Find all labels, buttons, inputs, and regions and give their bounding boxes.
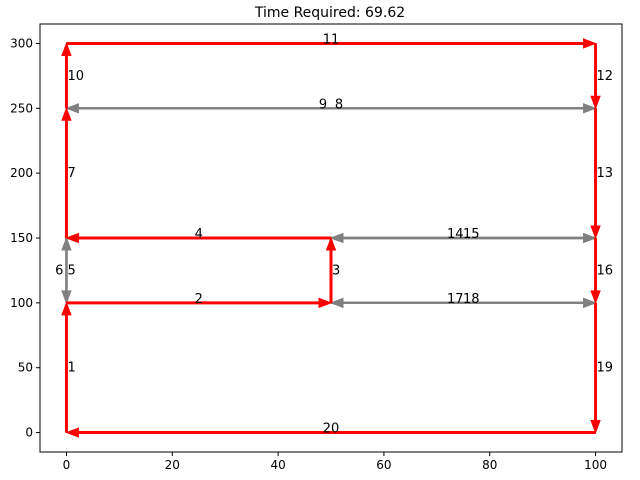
segment-label-8: 8	[335, 97, 343, 112]
segment-label-17: 17	[447, 292, 464, 307]
chart-title: Time Required: 69.62	[254, 5, 405, 21]
y-tick-label-250: 250	[10, 101, 33, 115]
x-axis: 0 20 40 60 80 100	[63, 452, 607, 472]
segment-arrowhead-20	[65, 427, 79, 438]
segment-10	[61, 42, 72, 109]
segment-3	[325, 236, 337, 303]
segment-label-10: 10	[67, 69, 84, 84]
segment-label-14: 14	[447, 227, 464, 242]
segment-arrowhead-18	[583, 297, 597, 309]
plot-frame	[39, 23, 623, 453]
segment-arrowhead-16	[590, 290, 601, 305]
x-tick-label-60: 60	[376, 458, 391, 472]
segment-label-12: 12	[597, 69, 614, 84]
y-tick-label-50: 50	[18, 361, 33, 375]
segment-9	[65, 103, 596, 114]
segment-label-18: 18	[463, 292, 480, 307]
x-tick-label-80: 80	[482, 458, 497, 472]
segment-arrowhead-2	[318, 297, 333, 309]
segment-label-20: 20	[323, 422, 340, 437]
segment-label-11: 11	[323, 32, 340, 47]
x-tick-label-20: 20	[165, 458, 180, 472]
segment-12	[590, 43, 601, 110]
segment-1	[61, 301, 72, 433]
x-tick-label-0: 0	[63, 458, 71, 472]
segment-arrowhead-1	[61, 301, 72, 316]
segment-20	[65, 427, 596, 438]
segment-arrowhead-7	[61, 106, 72, 121]
segment-16	[590, 238, 601, 305]
segment-arrowhead-10	[61, 42, 72, 56]
segment-6	[61, 236, 72, 303]
y-tick-label-200: 200	[10, 166, 33, 180]
segment-15	[331, 232, 597, 244]
segment-label-9: 9	[319, 97, 327, 112]
segment-arrowhead-11	[583, 38, 597, 49]
segment-label-7: 7	[67, 166, 75, 181]
segment-arrowhead-3	[325, 236, 337, 251]
y-axis: 0 50 100 150 200 250 300	[10, 36, 40, 440]
x-tick-label-100: 100	[584, 458, 607, 472]
segment-2	[66, 297, 333, 309]
segment-11	[66, 38, 597, 49]
segment-label-16: 16	[597, 263, 614, 278]
segment-label-15: 15	[463, 227, 480, 242]
y-tick-label-100: 100	[10, 296, 33, 310]
y-tick-label-150: 150	[10, 231, 33, 245]
segment-label-4: 4	[195, 227, 203, 242]
y-tick-label-0: 0	[25, 426, 33, 440]
segment-arrowhead-19	[590, 420, 601, 434]
segment-label-2: 2	[195, 292, 203, 307]
segment-arrowhead-13	[590, 225, 601, 240]
segment-4	[65, 232, 331, 244]
segment-label-6: 6	[55, 263, 63, 278]
segment-7	[61, 106, 72, 238]
segment-arrowhead-15	[583, 232, 597, 244]
x-tick-label-40: 40	[270, 458, 285, 472]
segment-arrowhead-4	[65, 232, 79, 244]
segment-arrowhead-6	[61, 236, 72, 251]
segment-13	[590, 108, 601, 240]
segment-label-19: 19	[597, 361, 614, 376]
segment-arrowhead-9	[65, 103, 79, 114]
segment-label-13: 13	[597, 166, 614, 181]
y-tick-label-300: 300	[10, 36, 33, 50]
segment-label-3: 3	[332, 263, 340, 278]
segment-arrowhead-12	[590, 95, 601, 110]
segment-18	[331, 297, 597, 309]
segment-19	[590, 302, 601, 434]
segment-label-1: 1	[67, 361, 75, 376]
segment-label-5: 5	[67, 263, 75, 278]
